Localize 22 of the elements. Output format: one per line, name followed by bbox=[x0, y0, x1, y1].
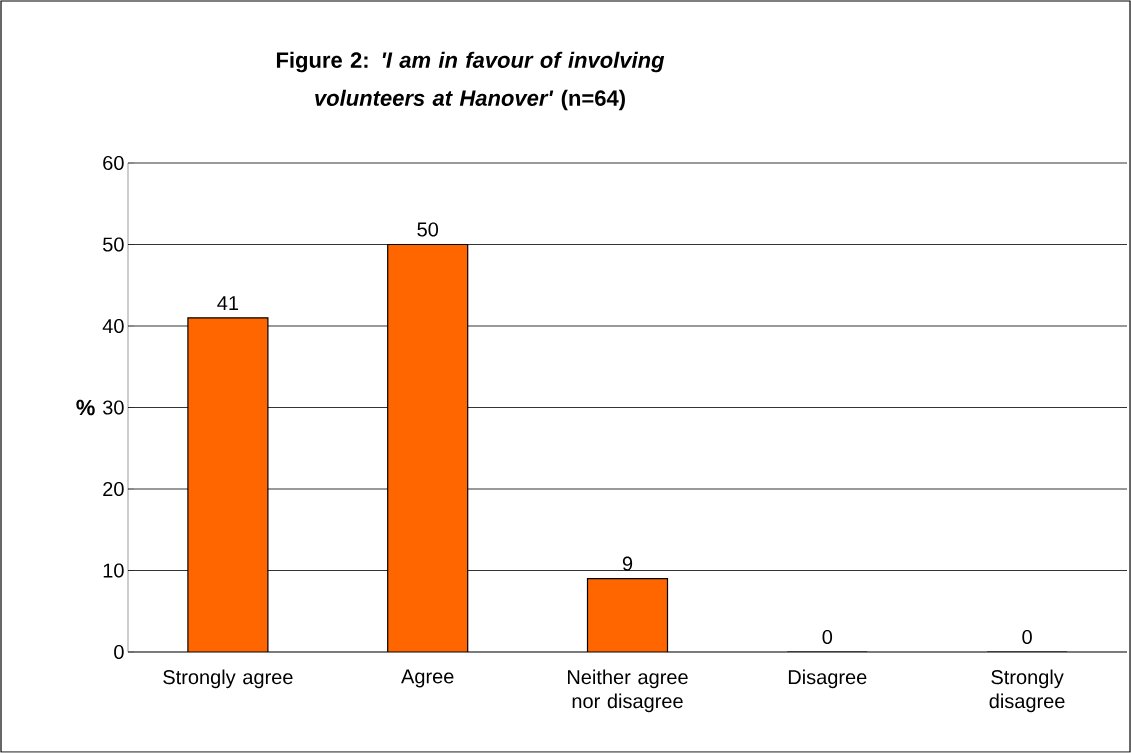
y-axis-title: % bbox=[76, 399, 95, 416]
bar bbox=[387, 243, 469, 652]
data-label: 0 bbox=[1022, 629, 1032, 645]
data-label: 0 bbox=[822, 629, 833, 645]
y-tick-label: 20 bbox=[103, 481, 124, 497]
y-tick-label: 50 bbox=[103, 237, 124, 252]
x-tick-label: Agree bbox=[401, 669, 454, 688]
x-tick-label: Neither agree nor disagree bbox=[568, 669, 688, 713]
data-label: 41 bbox=[217, 296, 239, 310]
bar bbox=[187, 317, 269, 652]
bar bbox=[586, 578, 669, 652]
chart-title: Figure 2: 'I am in favour of involving volunteers at Hanover' (n=64) bbox=[276, 51, 665, 111]
data-label: 9 bbox=[622, 556, 633, 571]
y-tick-label: 40 bbox=[102, 318, 124, 334]
y-tick-label: 60 bbox=[103, 155, 124, 171]
x-tick-label: Disagree bbox=[788, 669, 867, 689]
y-tick-label: 0 bbox=[114, 644, 124, 660]
data-label: 50 bbox=[417, 222, 439, 237]
x-tick-label: Strongly agree bbox=[163, 669, 293, 689]
x-tick-label: Strongly disagree bbox=[989, 669, 1065, 713]
y-tick-label: 30 bbox=[102, 400, 124, 415]
y-tick-label: 10 bbox=[103, 563, 124, 578]
